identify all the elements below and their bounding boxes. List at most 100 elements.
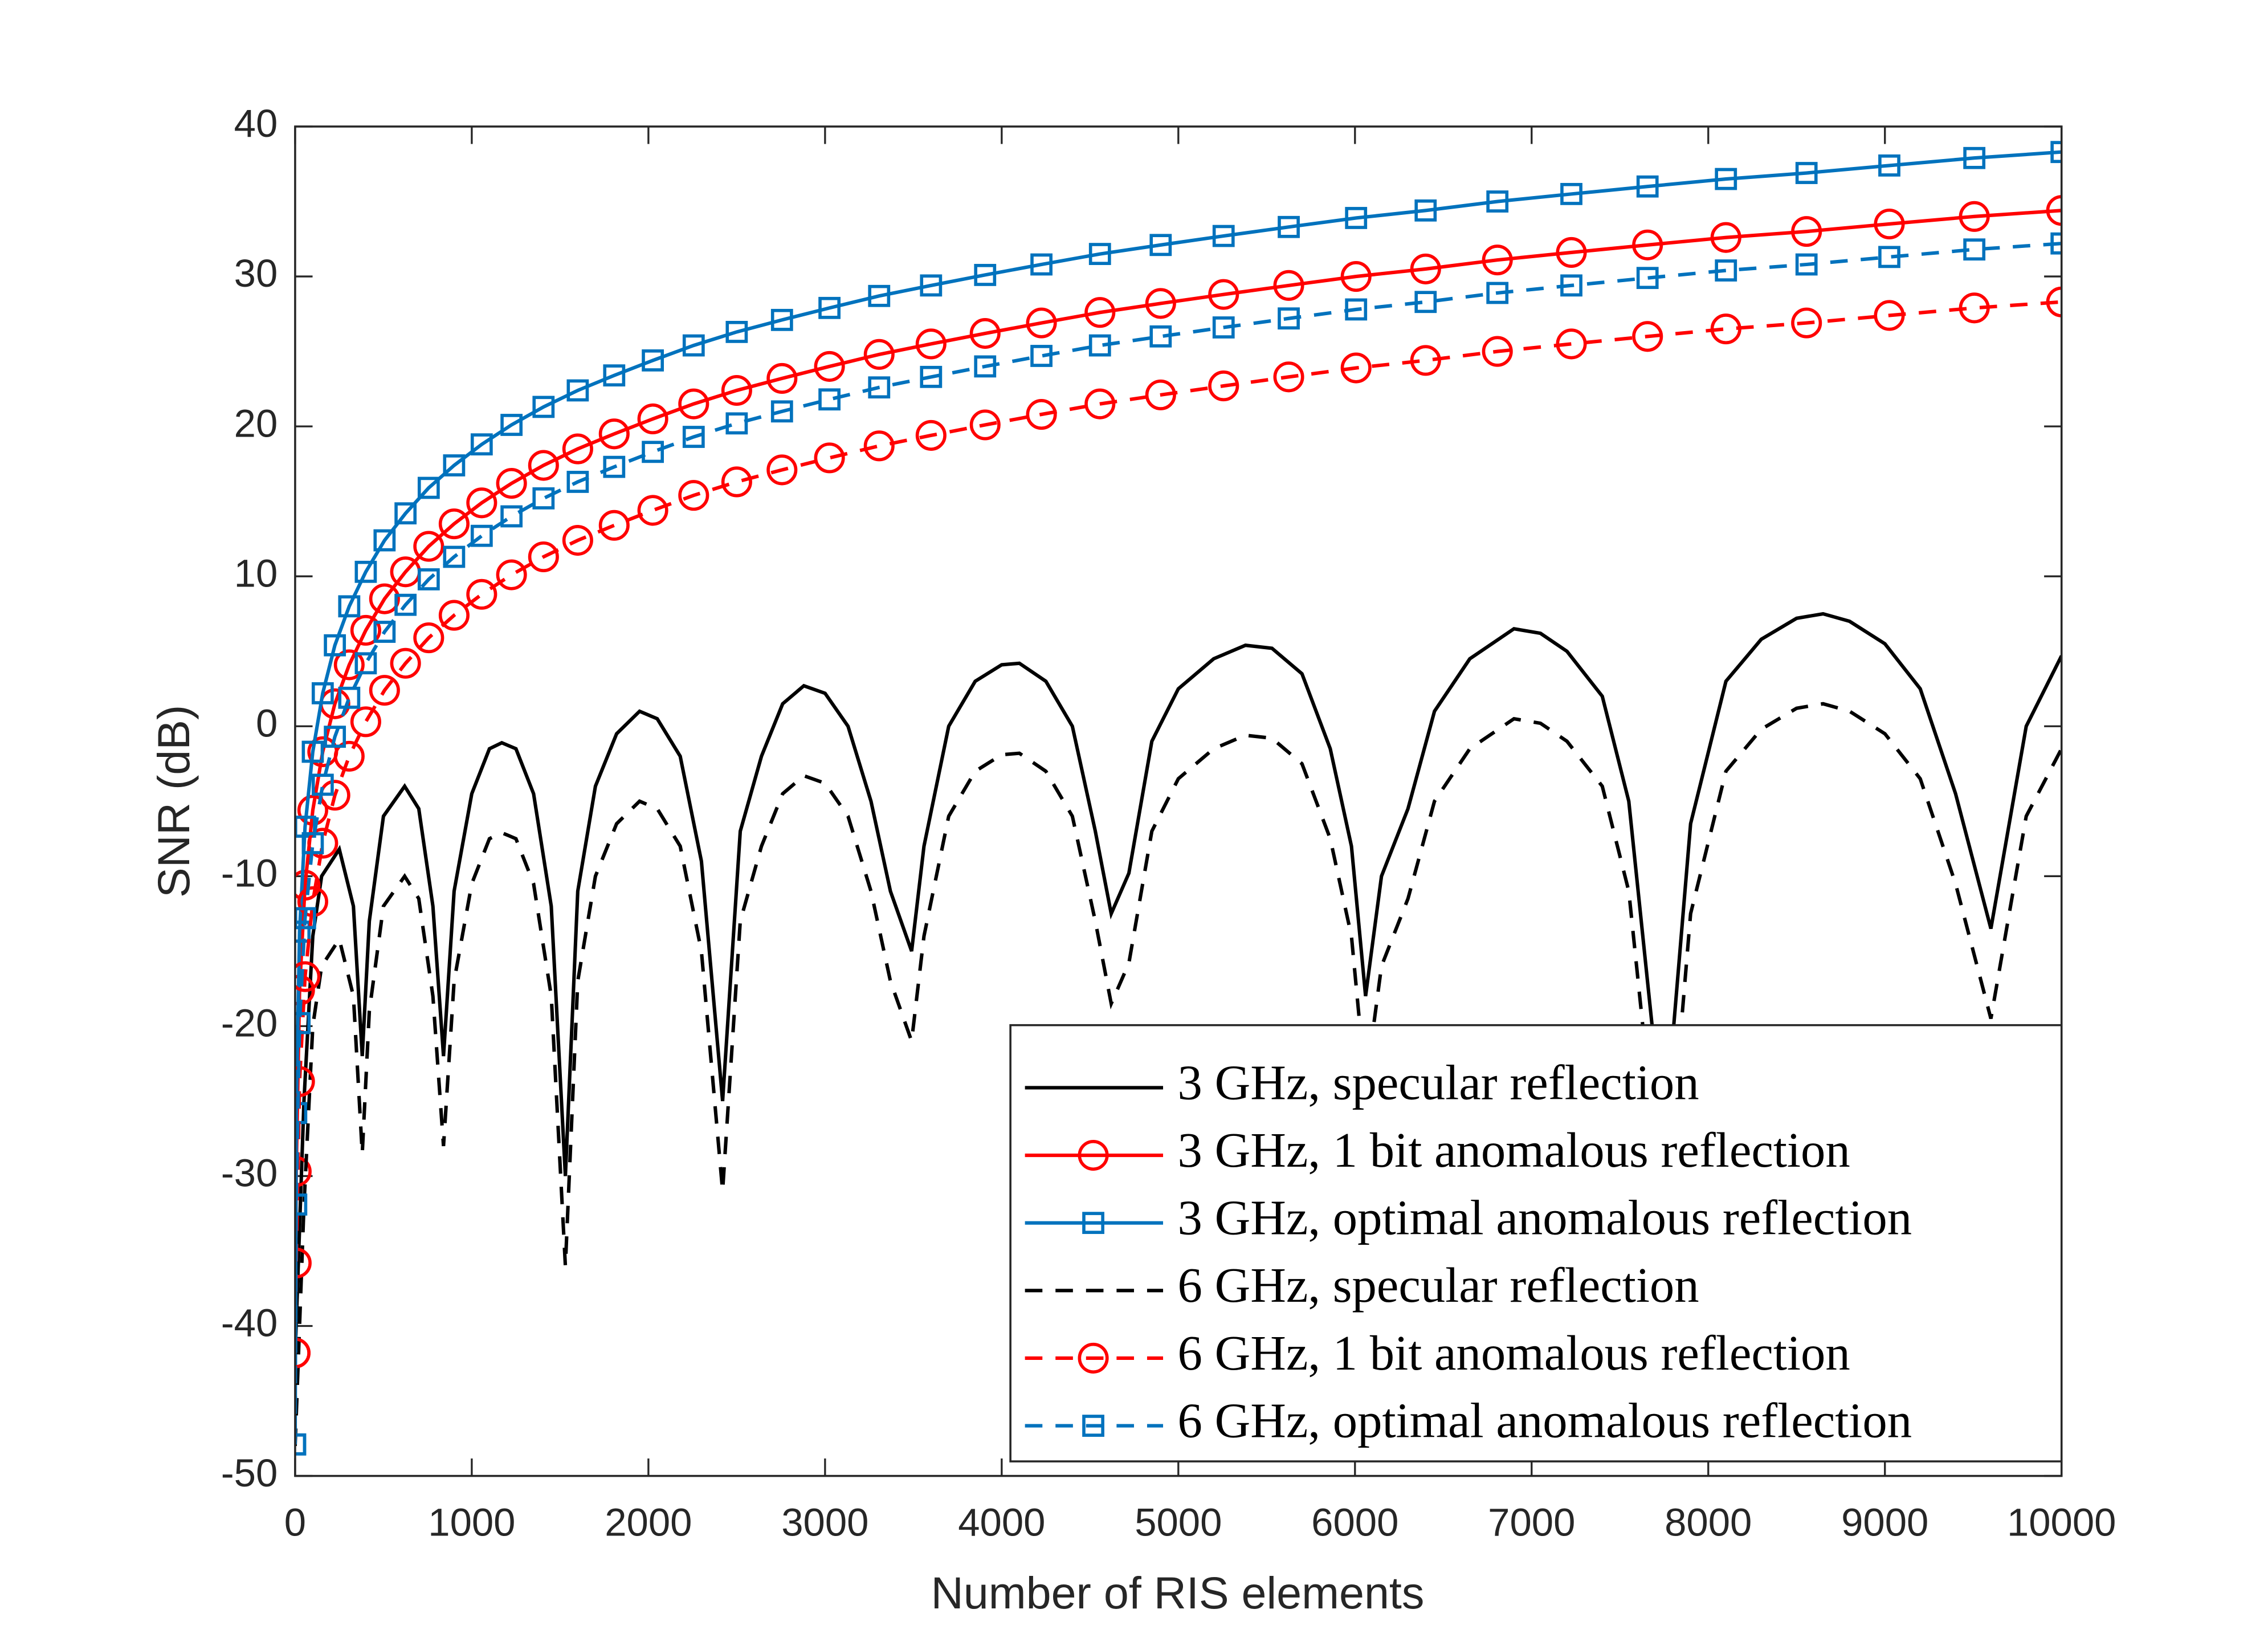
- marker: [642, 441, 664, 463]
- x-tick-label: 8000: [1665, 1501, 1752, 1545]
- x-tick-label: 3000: [781, 1501, 868, 1545]
- x-tick-label: 4000: [958, 1501, 1045, 1545]
- marker: [1026, 307, 1057, 339]
- marker: [295, 1337, 311, 1368]
- marker: [920, 274, 943, 297]
- marker: [598, 510, 630, 541]
- marker: [1715, 168, 1737, 190]
- marker: [1710, 222, 1741, 253]
- marker: [603, 364, 626, 387]
- marker: [333, 649, 365, 681]
- marker: [1212, 316, 1235, 339]
- marker: [566, 471, 589, 493]
- marker: [369, 675, 400, 706]
- marker: [394, 593, 417, 616]
- legend-label: 6 GHz, specular reflection: [1178, 1258, 1699, 1313]
- marker: [1084, 388, 1116, 419]
- marker: [500, 414, 523, 436]
- marker: [1963, 146, 1986, 169]
- marker: [297, 886, 328, 918]
- marker: [443, 545, 466, 568]
- marker: [500, 505, 523, 528]
- marker: [2046, 195, 2062, 226]
- y-tick-label: -30: [221, 1151, 278, 1195]
- marker: [642, 349, 664, 372]
- y-tick-label: -50: [221, 1451, 278, 1495]
- marker: [354, 652, 377, 675]
- marker: [1030, 253, 1053, 276]
- marker: [1340, 352, 1372, 384]
- marker: [1560, 274, 1582, 297]
- marker: [915, 419, 947, 451]
- marker: [1560, 182, 1582, 205]
- marker: [818, 388, 841, 411]
- marker: [770, 308, 793, 331]
- marker: [915, 328, 947, 360]
- series-line: [295, 702, 2062, 1447]
- marker: [295, 961, 321, 992]
- marker: [417, 476, 440, 499]
- marker: [470, 433, 493, 456]
- marker: [295, 1012, 311, 1034]
- marker: [1791, 307, 1822, 339]
- x-tick-label: 7000: [1488, 1501, 1575, 1545]
- marker: [496, 468, 527, 499]
- marker: [443, 454, 466, 476]
- y-tick-label: -40: [221, 1301, 278, 1345]
- marker: [974, 355, 997, 378]
- marker: [1208, 370, 1239, 402]
- marker: [532, 487, 555, 510]
- marker: [814, 442, 845, 474]
- marker: [725, 321, 748, 343]
- y-tick-label: 20: [234, 401, 278, 445]
- marker: [974, 264, 997, 286]
- marker: [863, 430, 895, 462]
- marker: [1149, 325, 1172, 348]
- marker: [814, 351, 845, 382]
- marker: [1345, 298, 1368, 321]
- marker: [770, 400, 793, 423]
- legend-label: 3 GHz, 1 bit anomalous reflection: [1178, 1123, 1850, 1178]
- marker: [598, 418, 630, 450]
- marker: [532, 396, 555, 418]
- marker: [301, 832, 324, 854]
- marker: [1278, 307, 1300, 330]
- x-tick-label: 10000: [2007, 1501, 2116, 1545]
- marker: [373, 529, 396, 552]
- marker: [1212, 225, 1235, 247]
- marker: [1715, 259, 1737, 282]
- y-tick-label: -20: [221, 1001, 278, 1045]
- marker: [324, 634, 346, 657]
- marker: [969, 409, 1001, 441]
- marker: [1414, 291, 1437, 313]
- marker: [1959, 292, 1990, 324]
- marker: [562, 433, 593, 465]
- marker: [1874, 300, 1905, 331]
- x-tick-label: 1000: [428, 1501, 515, 1545]
- x-tick-label: 5000: [1135, 1501, 1222, 1545]
- marker: [333, 740, 365, 772]
- legend-marker: [1082, 1212, 1104, 1235]
- legend-label: 6 GHz, 1 bit anomalous reflection: [1178, 1326, 1850, 1380]
- y-tick-label: 40: [234, 101, 278, 145]
- marker: [682, 426, 705, 448]
- legend-marker: [1082, 1415, 1104, 1437]
- marker: [350, 706, 381, 738]
- marker: [307, 828, 338, 859]
- marker: [338, 686, 361, 709]
- y-tick-label: 30: [234, 251, 278, 295]
- marker: [338, 595, 361, 618]
- marker: [678, 388, 709, 419]
- marker: [1345, 207, 1368, 229]
- marker: [311, 773, 334, 796]
- marker: [1556, 237, 1587, 268]
- marker: [369, 583, 400, 614]
- x-tick-label: 9000: [1841, 1501, 1928, 1545]
- marker: [766, 454, 798, 486]
- marker: [295, 920, 311, 943]
- marker: [528, 541, 559, 573]
- marker: [1632, 229, 1663, 260]
- marker: [1149, 234, 1172, 256]
- legend-marker: [1078, 1342, 1109, 1374]
